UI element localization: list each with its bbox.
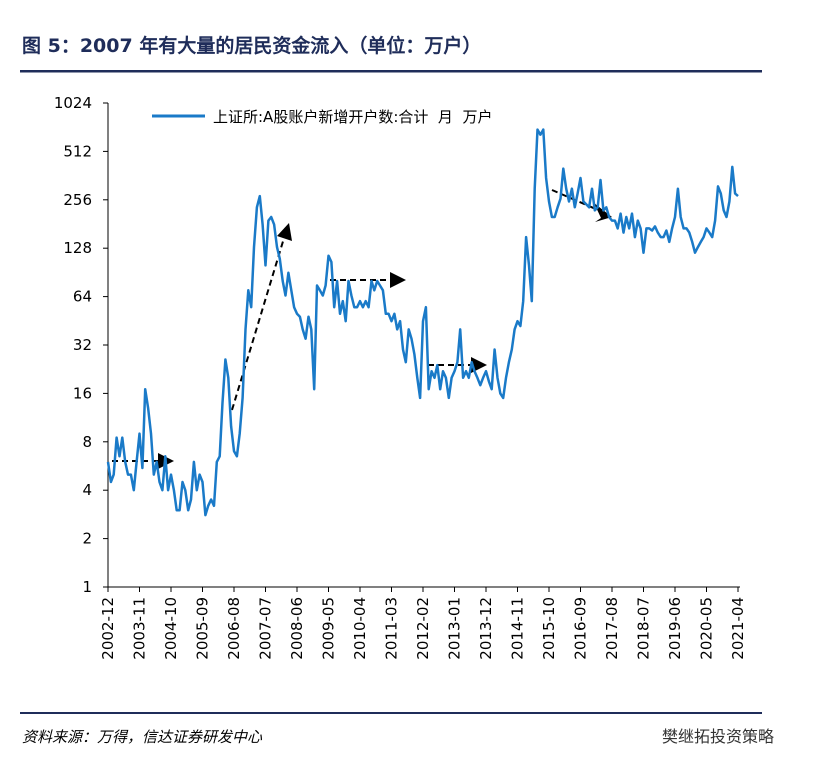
x-tick-label: 2004-10 (162, 597, 180, 660)
chart-title: 图 5：2007 年有大量的居民资金流入（单位：万户） (22, 34, 481, 57)
y-tick-label: 32 (73, 336, 92, 354)
x-tick-label: 2018-07 (635, 597, 653, 660)
x-tick-label: 2005-09 (194, 597, 212, 660)
x-tick-label: 2009-05 (320, 597, 338, 660)
y-tick-label: 1 (82, 578, 92, 596)
x-tick-label: 2020-05 (698, 597, 716, 660)
data-line (106, 128, 739, 517)
y-tick-label: 2 (82, 530, 92, 548)
x-tick-label: 2011-03 (383, 597, 401, 660)
x-tick-label: 2015-10 (540, 597, 558, 660)
annotations (112, 189, 599, 462)
x-tick-label: 2008-06 (288, 597, 306, 660)
legend-label: 上证所:A股账户新增开户数:合计 月 万户 (213, 108, 492, 126)
x-tick-label: 2021-04 (729, 597, 747, 660)
source: 资料来源：万得，信达证券研发中心 (22, 728, 263, 746)
x-tick-label: 2019-06 (666, 597, 684, 660)
x-tick-label: 2012-02 (414, 597, 432, 660)
y-tick-label: 64 (73, 288, 92, 306)
y-tick-label: 512 (63, 142, 92, 160)
watermark: 樊继拓投资策略 (662, 727, 774, 746)
x-tick-label: 2016-09 (572, 597, 590, 660)
y-tick-label: 1024 (54, 94, 92, 112)
y-tick-label: 128 (63, 239, 92, 257)
y-tick-label: 16 (73, 384, 92, 402)
x-tick-label: 2006-08 (225, 597, 243, 660)
y-tick-label: 8 (82, 433, 92, 451)
x-tick-label: 2007-07 (257, 597, 275, 660)
arrow-heads (158, 203, 612, 469)
y-tick-label: 256 (63, 191, 92, 209)
x-tick-label: 2014-11 (509, 597, 527, 660)
footer-rule (20, 712, 762, 714)
x-tick-label: 2013-12 (477, 597, 495, 660)
x-tick-label: 2002-12 (99, 597, 117, 660)
x-tick-label: 2003-11 (131, 597, 149, 660)
x-tick-label: 2013-01 (446, 597, 464, 660)
y-tick-label: 4 (82, 481, 92, 499)
title-rule (20, 70, 762, 73)
x-tick-label: 2010-04 (351, 597, 369, 660)
x-tick-label: 2017-08 (603, 597, 621, 660)
